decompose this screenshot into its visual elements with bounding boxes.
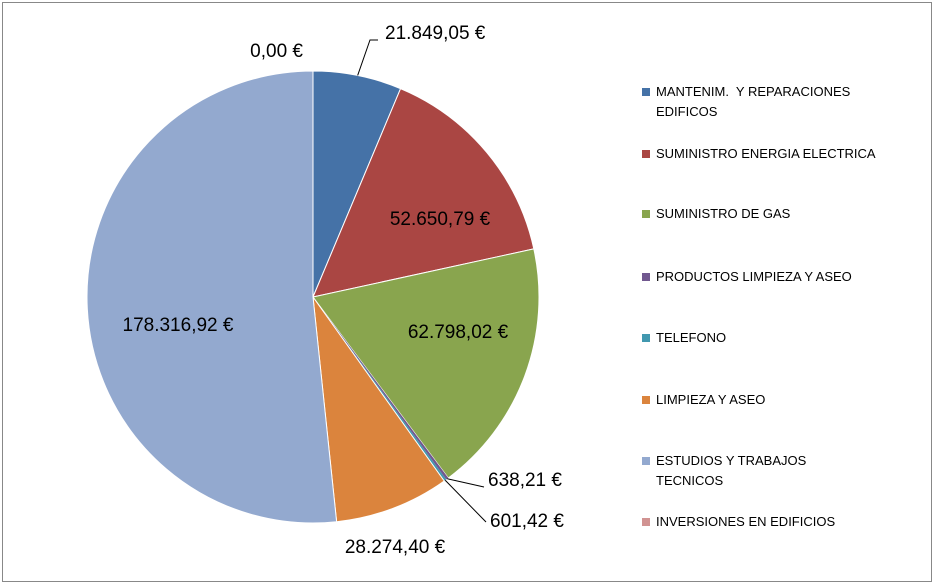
legend-label: PRODUCTOS LIMPIEZA Y ASEO — [656, 269, 852, 284]
pie-slice — [312, 295, 445, 523]
legend-label: INVERSIONES EN EDIFICIOS — [656, 514, 836, 529]
data-label: 28.274,40 € — [345, 537, 446, 558]
pie-slice — [312, 87, 535, 298]
legend-swatch — [642, 396, 650, 404]
legend-label: SUMINISTRO DE GAS — [656, 206, 791, 221]
leader-line — [447, 478, 485, 488]
legend-item: TELEFONO — [640, 328, 890, 348]
legend-swatch — [642, 150, 650, 158]
data-label: 638,21 € — [488, 470, 562, 491]
data-label: 62.798,02 € — [408, 322, 509, 343]
legend-swatch — [642, 273, 650, 281]
data-label: 601,42 € — [490, 511, 564, 532]
pie-slice — [86, 70, 338, 524]
legend-item: SUMINISTRO ENERGIA ELECTRICA — [640, 144, 890, 164]
legend-swatch — [642, 334, 650, 342]
legend-label: ESTUDIOS Y TRABAJOS TECNICOS — [656, 453, 810, 488]
legend-item: LIMPIEZA Y ASEO — [640, 390, 890, 410]
leader-line — [357, 39, 378, 76]
legend-item: PRODUCTOS LIMPIEZA Y ASEO — [640, 267, 890, 287]
legend-label: LIMPIEZA Y ASEO — [656, 392, 766, 407]
pie-slice — [312, 248, 540, 479]
legend-label: MANTENIM. Y REPARACIONES EDIFICOS — [656, 84, 854, 119]
data-label: 0,00 € — [250, 41, 303, 62]
data-label: 178.316,92 € — [123, 315, 234, 336]
pie-slice — [313, 297, 449, 480]
legend-label: SUMINISTRO ENERGIA ELECTRICA — [656, 146, 876, 161]
legend-swatch — [642, 210, 650, 218]
data-label: 21.849,05 € — [385, 23, 486, 44]
legend-item: MANTENIM. Y REPARACIONES EDIFICOS — [640, 82, 890, 122]
legend-item: ESTUDIOS Y TRABAJOS TECNICOS — [640, 451, 890, 491]
legend-swatch — [642, 457, 650, 465]
legend-item: SUMINISTRO DE GAS — [640, 204, 890, 224]
legend-swatch — [642, 88, 650, 96]
legend-label: TELEFONO — [656, 330, 727, 345]
legend-swatch — [642, 518, 650, 526]
legend-item: INVERSIONES EN EDIFICIOS — [640, 512, 890, 532]
data-label: 52.650,79 € — [390, 209, 491, 230]
leader-line — [444, 479, 487, 523]
